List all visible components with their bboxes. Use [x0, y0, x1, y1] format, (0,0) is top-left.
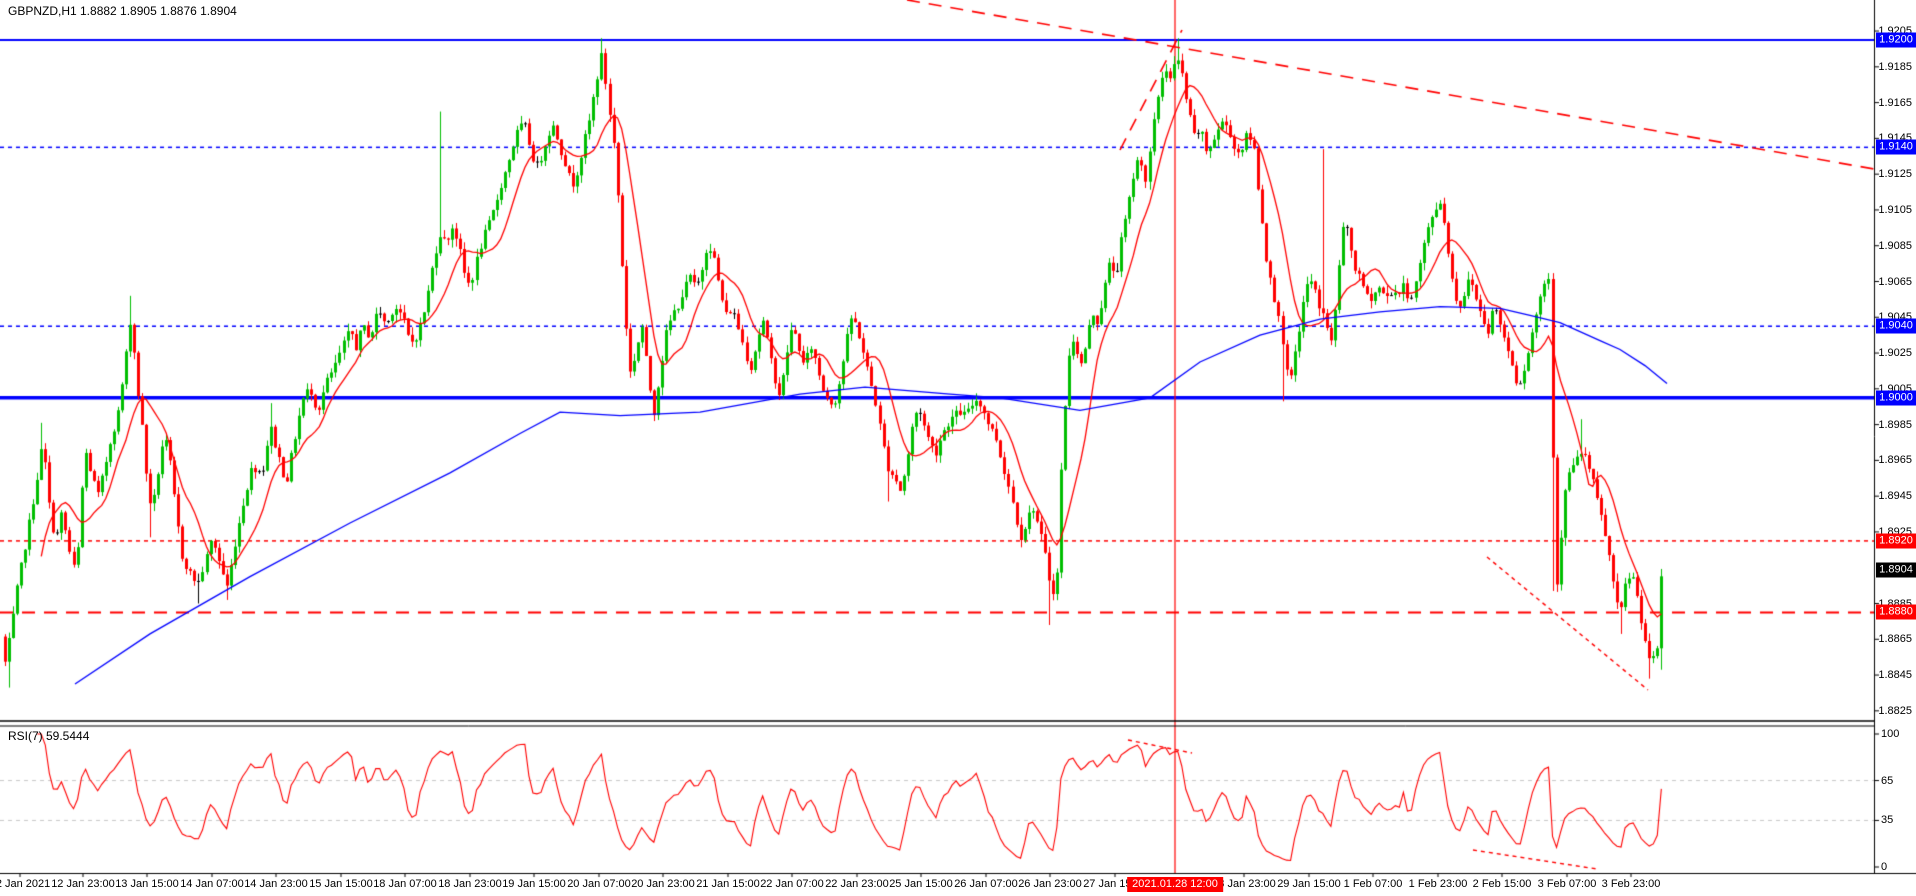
time-tick-label: 19 Jan 15:00 — [502, 878, 566, 890]
rsi-scale-label: 35 — [1881, 814, 1894, 827]
time-tick-label: 26 Jan 23:00 — [1018, 878, 1082, 890]
time-tick-label: 2 Feb 15:00 — [1472, 878, 1532, 890]
price-level-tag: 1.8920 — [1876, 533, 1916, 549]
price-level-tag: 1.9200 — [1876, 32, 1916, 48]
rsi-scale-label: 100 — [1881, 728, 1900, 740]
price-tick-label: 1.8825 — [1878, 704, 1912, 717]
price-tick-label: 1.8985 — [1878, 418, 1912, 431]
price-tick-label: 1.8845 — [1878, 669, 1912, 682]
price-level-tag: 1.9000 — [1876, 390, 1916, 406]
time-tick-label: 3 Feb 07:00 — [1537, 878, 1597, 890]
price-tick-label: 1.9085 — [1878, 239, 1912, 252]
time-tick-label: 18 Jan 23:00 — [438, 878, 502, 890]
price-tick-label: 1.9105 — [1878, 203, 1912, 216]
price-tick-label: 1.9185 — [1878, 60, 1912, 73]
time-tick-label: 26 Jan 07:00 — [954, 878, 1018, 890]
time-tick-label: 21 Jan 15:00 — [696, 878, 760, 890]
time-tick-label: 20 Jan 23:00 — [631, 878, 695, 890]
time-tick-label: 13 Jan 15:00 — [115, 878, 179, 890]
rsi-scale-label: 65 — [1881, 774, 1894, 787]
price-level-tag: 1.8880 — [1876, 604, 1916, 620]
price-tick-label: 1.9165 — [1878, 96, 1912, 109]
time-tick-label: 18 Jan 07:00 — [373, 878, 437, 890]
price-tick-label: 1.9025 — [1878, 347, 1912, 360]
vline-time-tag: 2021.01.28 12:00 — [1127, 877, 1223, 892]
current-price-tag: 1.8904 — [1876, 562, 1916, 577]
rsi-indicator-label: RSI(7) 59.5444 — [8, 729, 90, 743]
time-tick-label: 20 Jan 07:00 — [567, 878, 631, 890]
time-tick-label: 25 Jan 15:00 — [889, 878, 953, 890]
symbol-quote-label: GBPNZD,H1 1.8882 1.8905 1.8876 1.8904 — [8, 4, 237, 18]
time-tick-label: 15 Jan 15:00 — [309, 878, 373, 890]
time-tick-label: 1 Feb 23:00 — [1408, 878, 1468, 890]
time-tick-label: 12 Jan 2021 — [0, 878, 51, 890]
price-level-tag: 1.9040 — [1876, 318, 1916, 334]
time-tick-label: 14 Jan 23:00 — [244, 878, 308, 890]
time-tick-label: 29 Jan 15:00 — [1277, 878, 1341, 890]
rsi-scale-label: 0 — [1881, 861, 1888, 873]
time-tick-label: 22 Jan 23:00 — [825, 878, 889, 890]
price-tick-label: 1.8945 — [1878, 490, 1912, 503]
time-tick-label: 12 Jan 23:00 — [51, 878, 115, 890]
time-tick-label: 22 Jan 07:00 — [760, 878, 824, 890]
price-tick-label: 1.9125 — [1878, 168, 1912, 181]
price-level-tag: 1.9140 — [1876, 139, 1916, 155]
time-tick-label: 3 Feb 23:00 — [1601, 878, 1661, 890]
price-tick-label: 1.8965 — [1878, 454, 1912, 467]
time-tick-label: 28 Jan 23:00 — [1212, 878, 1276, 890]
price-tick-label: 1.9065 — [1878, 275, 1912, 288]
price-tick-label: 1.8865 — [1878, 633, 1912, 646]
time-tick-label: 14 Jan 07:00 — [180, 878, 244, 890]
time-tick-label: 1 Feb 07:00 — [1343, 878, 1403, 890]
